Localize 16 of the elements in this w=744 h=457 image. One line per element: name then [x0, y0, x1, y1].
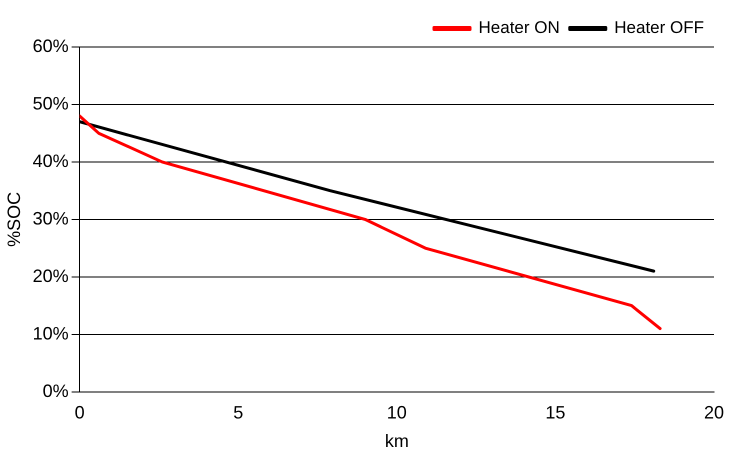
x-tick-label: 10	[386, 402, 407, 423]
legend-label: Heater ON	[478, 18, 560, 38]
x-tick-label: 15	[545, 402, 566, 423]
y-tick-label: 10%	[32, 323, 69, 344]
y-tick-label: 60%	[32, 36, 69, 56]
y-tick-label: 40%	[32, 150, 69, 171]
x-tick-label: 20	[704, 402, 724, 423]
x-tick-label: 5	[233, 402, 244, 423]
legend-label: Heater OFF	[614, 18, 704, 38]
x-axis-title: km	[384, 431, 409, 452]
x-tick-label: 0	[74, 402, 85, 423]
y-tick-label: 20%	[32, 266, 69, 286]
y-tick-label: 30%	[32, 208, 69, 228]
y-tick-label: 0%	[42, 380, 69, 401]
y-tick-label: 50%	[32, 93, 69, 114]
y-axis-title: %SOC	[4, 192, 24, 247]
